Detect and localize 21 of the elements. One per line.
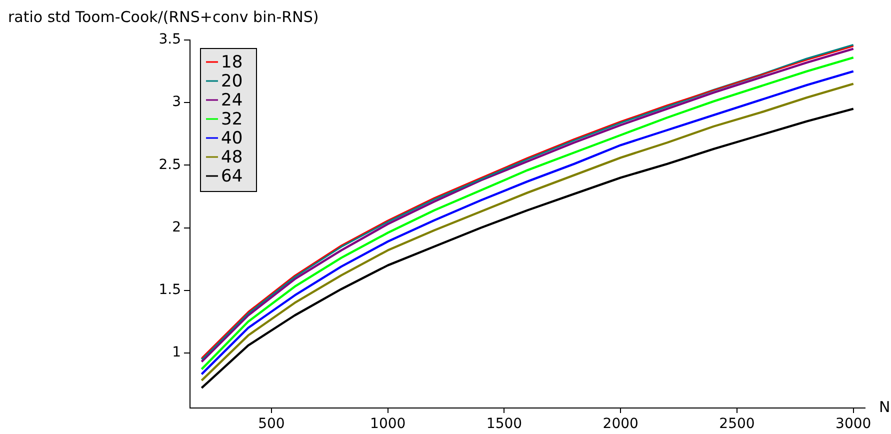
y-tick-label: 1: [172, 344, 181, 361]
x-tick-label: 3000: [836, 416, 872, 432]
x-tick-label: 2500: [719, 416, 755, 432]
y-tick-label: 2: [172, 219, 181, 236]
legend-label: 64: [221, 166, 243, 186]
legend-label: 18: [221, 52, 243, 72]
x-tick-label: 1500: [486, 416, 522, 432]
legend-label: 24: [221, 90, 243, 110]
x-tick-label: 1000: [370, 416, 406, 432]
legend-label: 40: [221, 128, 243, 148]
legend-label: 20: [221, 71, 243, 92]
legend-label: 48: [221, 147, 243, 168]
x-tick-label: 2000: [602, 416, 638, 432]
y-tick-label: 2.5: [158, 156, 181, 173]
x-axis-title: N: [879, 398, 890, 416]
legend-label: 32: [221, 109, 243, 130]
y-tick-label: 1.5: [158, 282, 181, 298]
y-tick-label: 3.5: [158, 32, 181, 48]
y-tick-label: 3: [172, 94, 181, 110]
y-axis-title: ratio std Toom-Cook/(RNS+conv bin-RNS): [8, 8, 319, 26]
x-tick-label: 500: [258, 416, 285, 432]
